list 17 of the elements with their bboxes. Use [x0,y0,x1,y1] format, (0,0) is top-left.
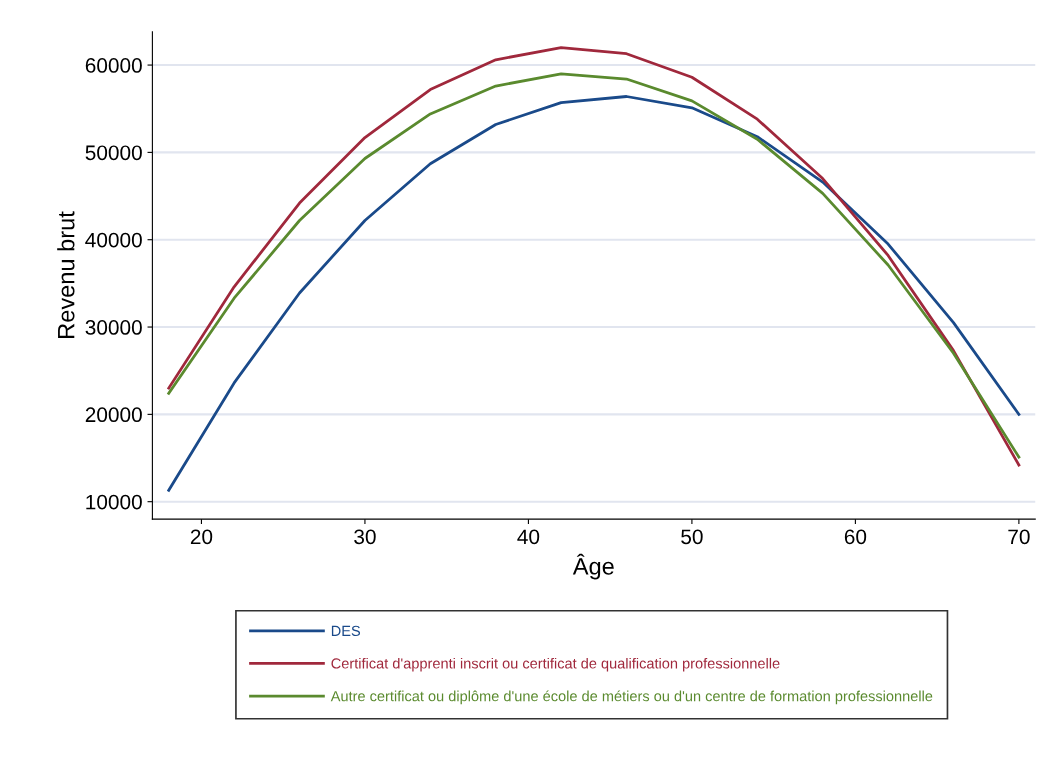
x-tick-label: 50 [681,529,703,545]
text: Certificat d'apprenti inscrit ou certificat de qualification professionnelle [331,657,780,672]
y-tick-label: 60000 [85,58,142,73]
y-tick-label: 30000 [85,320,142,335]
x-axis-title: Âge [572,553,614,580]
y-tick-label: 40000 [85,232,142,248]
y-axis-title: Revenu brut [57,211,75,338]
y-tick-label: 50000 [85,145,142,161]
x-tick-label: 60 [844,529,867,545]
x-tick-label: 20 [190,529,213,545]
text: Autre certificat ou diplôme d'une école de métiers ou d'un centre de formation professionnelle [330,690,933,705]
x-tick-label: 40 [517,529,540,545]
x-tick-label: 70 [1008,529,1030,545]
x-tick-label: 30 [354,529,376,545]
y-tick-label: 10000 [86,494,142,510]
y-tick-label: 20000 [85,407,142,423]
text: DES [331,625,361,637]
